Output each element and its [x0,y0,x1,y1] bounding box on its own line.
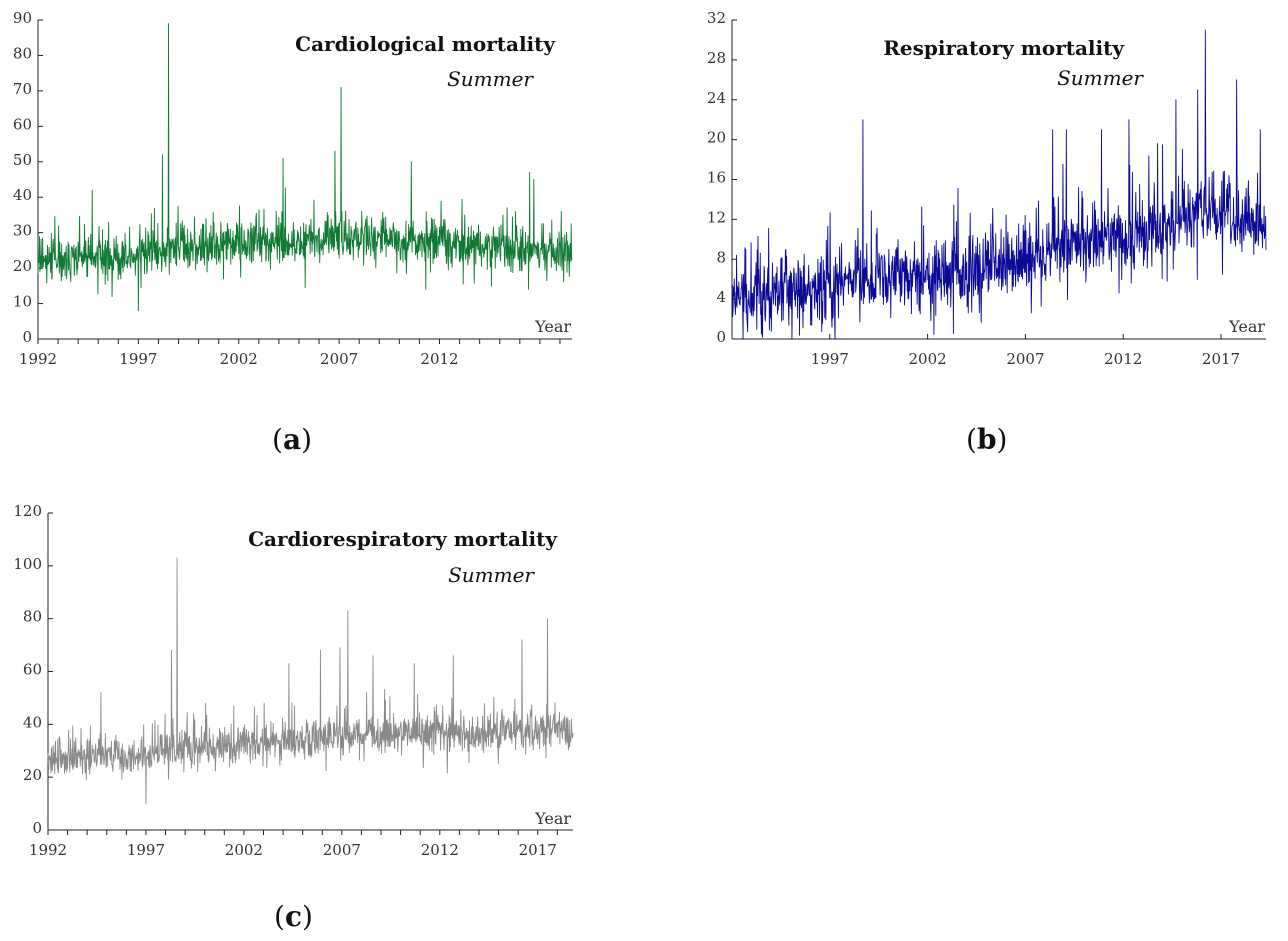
y-tick-label: 10 [13,293,32,311]
y-tick-label: 20 [13,257,32,275]
x-tick-label: 1992 [29,841,67,859]
y-tick-label: 80 [23,608,42,626]
x-tick-label: 2017 [1202,350,1240,368]
y-tick-label: 40 [23,713,42,731]
y-tick-label: 20 [707,129,726,147]
panel-label-b: (b) [966,423,1008,456]
y-tick-label: 100 [13,555,42,573]
x-axis-label: Year [534,317,571,336]
y-tick-label: 12 [707,208,726,226]
y-tick-label: 8 [716,248,726,266]
y-tick-label: 0 [22,328,32,346]
y-tick-label: 16 [707,169,726,187]
x-tick-label: 2002 [225,841,263,859]
chart-title: Cardiorespiratory mortality [248,527,558,551]
y-tick-label: 32 [707,9,726,27]
x-tick-label: 2012 [421,841,459,859]
chart-panel-a: 0 10 20 30 40 50 60 70 80 90 1992 1997 2002 2007 2012 Y… [0,0,600,470]
x-tick-label: 2007 [323,841,361,859]
x-tick-label: 2002 [220,350,258,368]
y-tick-label: 60 [23,661,42,679]
chart-svg-b: 0 4 8 12 16 20 24 28 32 1997 2002 2007 2012 2017 Year R… [707,9,1267,368]
y-tick-label: 24 [707,89,726,107]
y-tick-label: 20 [23,766,42,784]
y-tick-label: 70 [13,80,32,98]
y-tick-label: 120 [13,502,42,520]
x-tick-label: 2002 [909,350,947,368]
chart-subtitle: Summer [1057,66,1144,90]
chart-title: Cardiological mortality [295,32,556,56]
y-tick-label: 30 [13,222,32,240]
chart-title: Respiratory mortality [883,36,1125,60]
x-tick-label: 2012 [1104,350,1142,368]
x-tick-label: 1997 [127,841,165,859]
series-line [37,23,573,312]
y-tick-label: 50 [13,151,32,169]
y-tick-label: 28 [707,49,726,67]
series-line [47,557,574,805]
x-tick-label: 2007 [320,350,358,368]
y-tick-label: 60 [13,115,32,133]
y-tick-label: 0 [716,328,726,346]
y-tick-label: 90 [13,9,32,27]
panel-label-a: (a) [272,423,313,456]
x-tick-label: 1997 [811,350,849,368]
y-tick-label: 80 [13,44,32,62]
chart-subtitle: Summer [447,67,534,91]
x-tick-label: 2007 [1006,350,1044,368]
chart-svg-c: 0 20 40 60 80 100 120 1992 1997 2002 2007 2012 2017 Y… [13,502,574,859]
y-tick-label: 40 [13,186,32,204]
x-tick-label: 2012 [420,350,458,368]
chart-svg-a: 0 10 20 30 40 50 60 70 80 90 1992 1997 2002 2007 2012 Y… [13,9,573,368]
chart-panel-c: 0 20 40 60 80 100 120 1992 1997 2002 2007 2012 2017 Y… [0,495,600,941]
y-tick-label: 0 [32,819,42,837]
x-tick-label: 1997 [119,350,157,368]
y-tick-label: 4 [716,288,726,306]
x-axis-label: Year [534,809,571,828]
panel-label-c: (c) [274,900,313,933]
x-axis-label: Year [1228,317,1265,336]
x-tick-label: 1992 [19,350,57,368]
x-tick-label: 2017 [519,841,557,859]
chart-panel-b: 0 4 8 12 16 20 24 28 32 1997 2002 2007 2012 2017 Year R… [690,0,1288,470]
series-line [731,29,1267,340]
chart-subtitle: Summer [448,563,535,587]
